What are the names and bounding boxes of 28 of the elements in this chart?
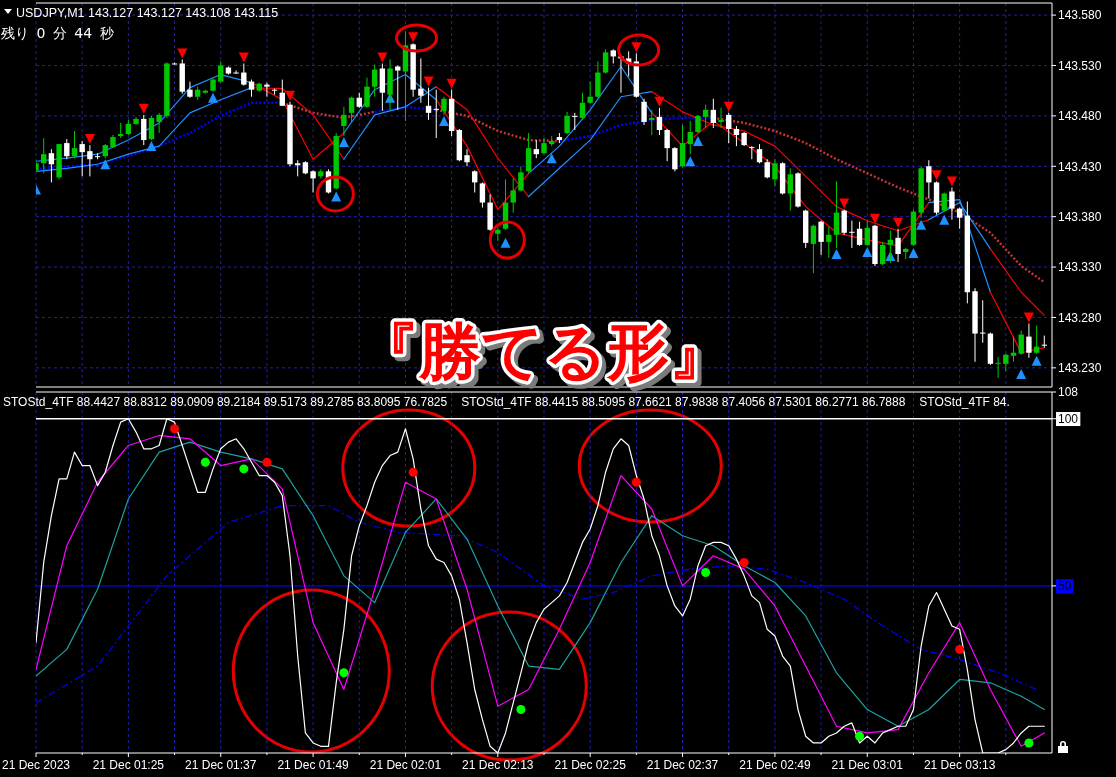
x-tick-label: 21 Dec 01:25: [92, 758, 165, 772]
x-tick-label: 21 Dec 03:01: [831, 758, 904, 772]
x-tick-label: 21 Dec 03:13: [923, 758, 996, 772]
x-tick-label: 21 Dec 2023: [1, 758, 71, 772]
y-tick-label: 143.230: [1058, 361, 1102, 376]
y-tick-label: 100: [1058, 412, 1079, 427]
y-tick-label: 143.280: [1058, 310, 1102, 325]
annotation: STOStd_4TF 84.: [919, 395, 1010, 409]
annotation: 『勝てる形』: [357, 315, 731, 388]
y-tick-label: 143.330: [1058, 260, 1102, 275]
y-tick-label: 143.530: [1058, 58, 1102, 73]
chart-title: USDJPY,M1 143.127 143.127 143.108 143.115: [16, 6, 279, 20]
annotation: STOStd_4TF 88.4427 88.8312 89.0909 89.2184 89.5173 89.2785 83.8095 76.7825: [3, 395, 448, 409]
y-tick-label: 108: [1058, 385, 1079, 400]
y-tick-label: 143.380: [1058, 209, 1102, 224]
x-tick-label: 21 Dec 02:25: [554, 758, 627, 772]
y-tick-label: 143.580: [1058, 8, 1102, 23]
x-tick-label: 21 Dec 01:37: [185, 758, 257, 772]
y-tick-label: 143.430: [1058, 159, 1102, 174]
annotation: 残り 0 分 44 秒: [1, 25, 114, 41]
x-tick-label: 21 Dec 02:37: [646, 758, 719, 772]
y-tick-label: 143.480: [1058, 109, 1102, 124]
x-tick-label: 21 Dec 02:13: [462, 758, 534, 772]
annotation: STOStd_4TF 88.4415 88.5095 87.6621 87.9838 87.4056 87.5301 86.2771 86.7888: [461, 395, 906, 409]
y-tick-label: 50: [1058, 579, 1072, 594]
x-tick-label: 21 Dec 01:49: [277, 758, 350, 772]
x-tick-label: 21 Dec 02:01: [369, 758, 442, 772]
x-tick-label: 21 Dec 02:49: [739, 758, 811, 772]
